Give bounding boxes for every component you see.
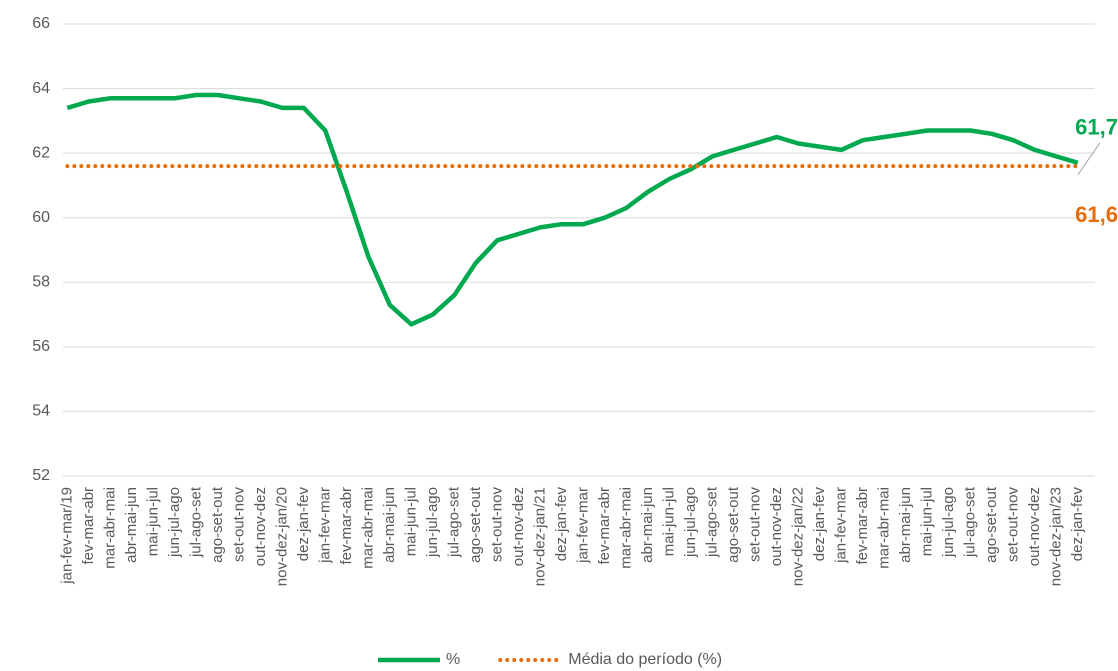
- x-tick-label: mai-jun-jul: [144, 487, 161, 556]
- y-tick-label: 60: [32, 209, 50, 226]
- x-tick-label: jan-fev-mar: [316, 487, 333, 564]
- x-tick-label: jul-ago-set: [703, 486, 720, 558]
- x-tick-label: jun-jul-ago: [940, 487, 957, 558]
- x-tick-label: mar-abr-mai: [359, 487, 376, 569]
- x-tick-label: set-out-nov: [488, 487, 505, 563]
- x-tick-label: mai-jun-jul: [402, 487, 419, 556]
- y-tick-label: 62: [32, 144, 50, 161]
- x-tick-label: nov-dez-jan/21: [531, 487, 548, 586]
- x-tick-label: fev-mar-abr: [80, 487, 97, 565]
- y-tick-label: 54: [32, 403, 50, 420]
- x-tick-label: jun-jul-ago: [682, 487, 699, 558]
- x-tick-label: mar-abr-mai: [101, 487, 118, 569]
- y-tick-label: 66: [32, 15, 50, 32]
- x-tick-label: mai-jun-jul: [660, 487, 677, 556]
- x-tick-label: ago-set-out: [467, 486, 484, 563]
- y-tick-label: 56: [32, 338, 50, 355]
- y-tick-label: 58: [32, 274, 50, 291]
- x-tick-label: jul-ago-set: [445, 486, 462, 558]
- x-tick-label: jun-jul-ago: [424, 487, 441, 558]
- x-tick-label: dez-jan-fev: [553, 487, 570, 562]
- x-tick-label: nov-dez-jan/22: [789, 487, 806, 586]
- x-tick-label: jul-ago-set: [187, 486, 204, 558]
- x-tick-label: jan-fev-mar: [574, 487, 591, 564]
- x-tick-label: out-nov-dez: [252, 487, 269, 566]
- legend-label: Média do período (%): [568, 651, 722, 668]
- x-tick-label: fev-mar-abr: [338, 487, 355, 565]
- x-tick-label: out-nov-dez: [510, 487, 527, 566]
- x-tick-label: abr-mai-jun: [123, 487, 140, 563]
- x-tick-label: fev-mar-abr: [596, 487, 613, 565]
- x-tick-label: ago-set-out: [209, 486, 226, 563]
- y-tick-label: 64: [32, 80, 50, 97]
- x-tick-label: jul-ago-set: [961, 486, 978, 558]
- x-tick-label: jun-jul-ago: [166, 487, 183, 558]
- leader-line: [1077, 142, 1101, 176]
- x-tick-label: dez-jan-fev: [811, 487, 828, 562]
- x-tick-label: mai-jun-jul: [918, 487, 935, 556]
- x-tick-label: fev-mar-abr: [854, 487, 871, 565]
- x-tick-label: set-out-nov: [1004, 487, 1021, 563]
- x-tick-label: nov-dez-jan/20: [273, 487, 290, 586]
- x-tick-label: dez-jan-fev: [295, 487, 312, 562]
- x-tick-label: jan-fev-mar/19: [58, 487, 75, 585]
- y-tick-label: 52: [32, 467, 50, 484]
- legend-label: %: [446, 651, 460, 668]
- data-label: 61,7: [1075, 115, 1118, 140]
- x-tick-label: set-out-nov: [746, 487, 763, 563]
- x-tick-label: set-out-nov: [230, 487, 247, 563]
- data-label: 61,6: [1075, 202, 1118, 227]
- x-tick-label: mar-abr-mai: [617, 487, 634, 569]
- x-tick-label: out-nov-dez: [768, 487, 785, 566]
- x-tick-label: ago-set-out: [983, 486, 1000, 563]
- x-tick-label: out-nov-dez: [1026, 487, 1043, 566]
- series-line: [66, 92, 1079, 327]
- x-tick-label: ago-set-out: [725, 486, 742, 563]
- x-tick-label: mar-abr-mai: [875, 487, 892, 569]
- x-tick-label: abr-mai-jun: [639, 487, 656, 563]
- x-tick-label: nov-dez-jan/23: [1047, 487, 1064, 586]
- x-tick-label: dez-jan-fev: [1069, 487, 1086, 562]
- x-tick-label: jan-fev-mar: [832, 487, 849, 564]
- x-tick-label: abr-mai-jun: [897, 487, 914, 563]
- x-tick-label: abr-mai-jun: [381, 487, 398, 563]
